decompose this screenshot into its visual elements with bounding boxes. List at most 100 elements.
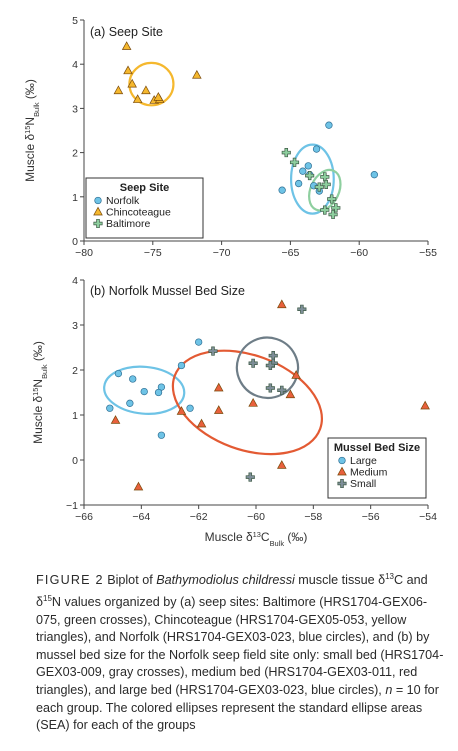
data-point-small: [245, 472, 255, 482]
legend-entry: Large: [350, 455, 377, 467]
legend-entry: Medium: [350, 467, 388, 479]
legend-title: Seep Site: [120, 182, 170, 194]
data-point-chincoteague: [141, 85, 151, 95]
caption-part: Biplot of: [107, 573, 157, 588]
panel-label: (a) Seep Site: [90, 25, 163, 39]
legend-marker: [337, 466, 347, 476]
x-tick-label: −64: [132, 511, 150, 523]
data-point-small: [297, 304, 307, 314]
x-axis-title: Muscle δ13CBulk (‰): [205, 530, 308, 548]
data-point-medium: [110, 415, 121, 424]
legend-entry: Norfolk: [106, 195, 140, 207]
data-point-large: [126, 399, 134, 407]
data-point-norfolk: [304, 162, 312, 170]
axis-label-part: (‰): [23, 79, 37, 102]
data-point-large: [140, 387, 148, 396]
data-point-medium: [277, 299, 287, 309]
data-point-baltimore: [327, 194, 337, 204]
data-point-medium: [213, 405, 224, 414]
data-point-large: [157, 431, 166, 439]
panel-label: (b) Norfolk Mussel Bed Size: [90, 284, 245, 298]
caption-part: Bathymodiolus childressi: [156, 573, 295, 588]
data-point-small: [277, 385, 287, 395]
x-tick-label: −55: [419, 247, 437, 259]
data-point-baltimore: [320, 172, 330, 182]
x-tick-label: −60: [350, 247, 368, 259]
caption-part: muscle tissue δ: [294, 573, 386, 588]
axis-label-part: (‰): [284, 530, 307, 544]
y-tick-label: 1: [72, 410, 78, 422]
y-tick-label: 5: [72, 15, 78, 27]
data-point-small: [208, 346, 218, 356]
axis-label-part: Muscle δ: [31, 396, 45, 444]
x-tick-label: −58: [304, 511, 322, 523]
data-point-norfolk: [312, 145, 321, 153]
data-point-medium: [291, 370, 301, 379]
sea-ellipse-medium: [171, 349, 324, 456]
y-tick-label: 4: [72, 59, 78, 71]
caption-text: Biplot of Bathymodiolus childressi muscl…: [36, 572, 444, 732]
legend-box: [85, 177, 204, 239]
x-tick-label: −75: [144, 247, 162, 259]
data-point-large: [106, 404, 114, 412]
caption-part: n: [385, 682, 393, 697]
data-point-small: [248, 358, 258, 368]
data-point-medium: [285, 389, 296, 399]
sea-ellipse-norfolk: [289, 143, 335, 215]
x-tick-label: −56: [362, 511, 380, 523]
axis-label-part: Bulk: [40, 364, 49, 379]
data-point-norfolk: [370, 171, 378, 179]
legend-marker: [93, 206, 103, 216]
y-tick-label: 4: [72, 275, 78, 287]
y-axis-title: Muscle δ15NBulk (‰): [31, 341, 49, 444]
caption-part: N values organized by (a) seep sites: Ba…: [36, 594, 444, 697]
data-point-norfolk: [295, 179, 303, 188]
axis-label-part: 13: [253, 530, 261, 539]
legend-entry: Baltimore: [106, 218, 151, 230]
data-point-baltimore: [328, 209, 338, 220]
axis-label-part: Bulk: [270, 539, 285, 548]
data-point-chincoteague: [192, 69, 202, 79]
data-point-chincoteague: [121, 41, 132, 50]
axis-label-part: Muscle δ: [23, 134, 37, 182]
legend-title: Mussel Bed Size: [334, 442, 420, 454]
caption-label: FIGURE 2: [36, 573, 104, 588]
caption-part: 15: [43, 593, 52, 603]
y-tick-label: 3: [72, 103, 78, 115]
axis-label-part: N: [31, 379, 45, 388]
x-tick-label: −70: [213, 247, 231, 259]
data-point-baltimore: [320, 205, 330, 215]
legend-entry: Chincoteague: [106, 207, 171, 219]
data-point-chincoteague: [113, 85, 124, 95]
figure-caption: FIGURE 2 Biplot of Bathymodiolus childre…: [36, 568, 446, 735]
y-tick-label: 1: [72, 192, 78, 204]
y-tick-label: 0: [72, 455, 78, 467]
axis-label-part: Muscle δ: [205, 530, 253, 544]
data-point-medium: [277, 460, 287, 469]
data-point-medium: [196, 418, 207, 428]
data-point-medium: [213, 382, 224, 392]
axis-label-part: 15: [31, 388, 40, 396]
biplot-figure: −80 −75 −70 −65 −60 −55 0 1 2 3 4 5 (a) Seep Site Mus…: [23, 15, 438, 548]
y-tick-label: 0: [72, 236, 78, 248]
data-point-large: [114, 369, 123, 378]
axis-label-part: Bulk: [32, 102, 41, 117]
panel-b: −66 −64 −62 −60 −58 −56 −54 −1 0 1 2 3 4 (b) Norfolk …: [31, 275, 438, 548]
y-axis-title: Muscle δ15NBulk (‰): [23, 79, 41, 182]
data-point-baltimore: [281, 148, 291, 158]
data-point-norfolk: [278, 186, 286, 194]
data-point-medium: [176, 406, 187, 415]
axis-label-part: 15: [23, 126, 32, 134]
data-point-chincoteague: [127, 78, 137, 88]
axis-label-part: (‰): [31, 341, 45, 364]
legend-box: [327, 437, 427, 499]
data-point-medium: [133, 481, 144, 491]
data-point-large: [195, 338, 203, 346]
legend-marker: [337, 478, 347, 489]
data-point-large: [177, 361, 186, 370]
data-point-small: [265, 360, 275, 371]
data-point-chincoteague: [123, 65, 133, 75]
panel-a: −80 −75 −70 −65 −60 −55 0 1 2 3 4 5 (a) Seep Site Mus…: [23, 15, 438, 259]
data-point-norfolk: [299, 167, 307, 175]
